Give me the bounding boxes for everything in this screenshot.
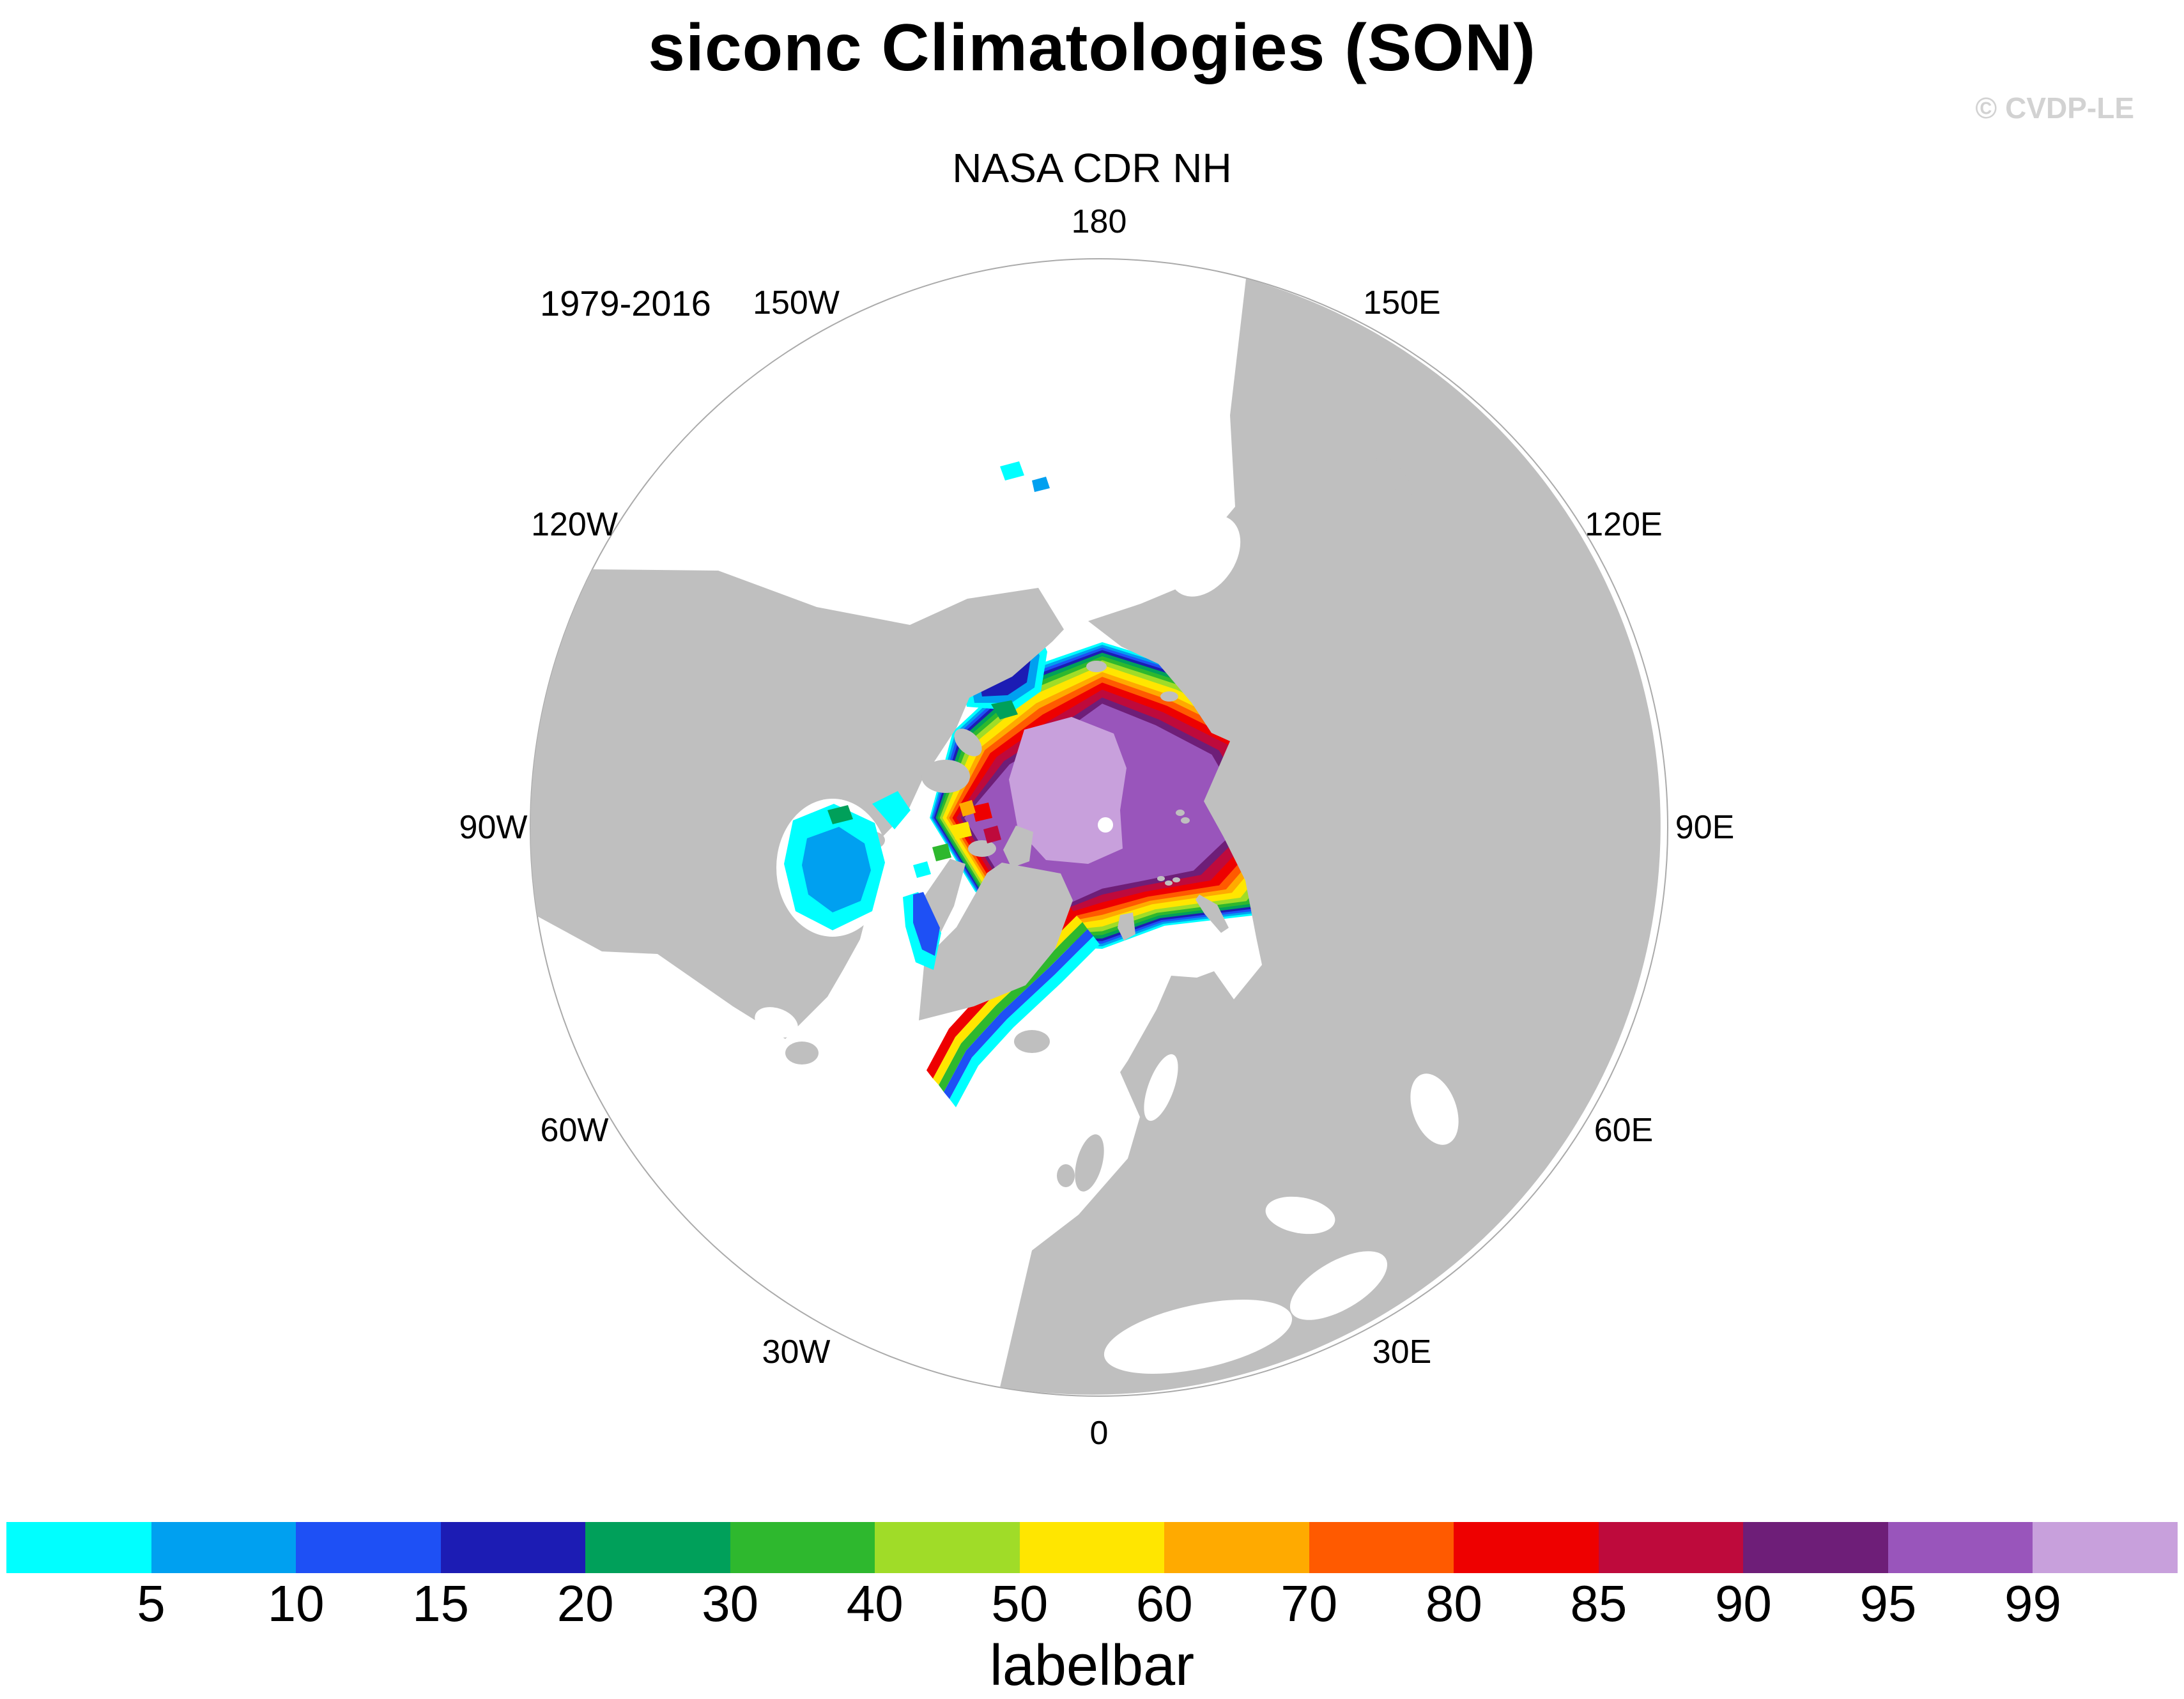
- island: [1176, 810, 1185, 816]
- sea-ice-patch: [951, 822, 972, 840]
- labelbar-tick: 99: [2004, 1575, 2061, 1632]
- island: [1196, 895, 1229, 933]
- labelbar-tick: 70: [1280, 1575, 1338, 1632]
- labelbar-cell: [151, 1522, 296, 1573]
- island: [1157, 876, 1165, 881]
- labelbar-colorbar: [6, 1522, 2178, 1573]
- island: [1181, 817, 1190, 824]
- sea: [755, 1007, 798, 1038]
- cvdp-watermark: © CVDP-LE: [1975, 91, 2134, 125]
- polar-stereographic-map-svg: [530, 258, 1668, 1397]
- island: [921, 760, 970, 793]
- island: [1086, 661, 1107, 672]
- island: [1014, 1030, 1050, 1053]
- labelbar-tick: 30: [702, 1575, 759, 1632]
- labelbar-tick: 95: [1859, 1575, 1917, 1632]
- island: [1118, 912, 1135, 941]
- island: [968, 840, 996, 857]
- pole-hole: [1098, 817, 1113, 833]
- lon-label: 90W: [459, 809, 528, 846]
- labelbar-tick: 20: [557, 1575, 614, 1632]
- sea: [1410, 1073, 1459, 1145]
- sea-ice-patch: [972, 803, 992, 822]
- sea-ice-patch: [959, 800, 976, 817]
- labelbar-tick: 90: [1714, 1575, 1772, 1632]
- island: [954, 728, 982, 757]
- lon-label: 90E: [1675, 809, 1735, 846]
- climatology-period: 1979-2016: [540, 283, 711, 323]
- labelbar-cell: [1019, 1522, 1165, 1573]
- sea-ice-patch: [939, 922, 1088, 1092]
- labelbar-tick: 85: [1570, 1575, 1627, 1632]
- sea: [1144, 1054, 1178, 1121]
- island: [1165, 880, 1173, 886]
- labelbar-cell: [1888, 1522, 2033, 1573]
- labelbar-title: labelbar: [989, 1634, 1195, 1698]
- sea-ice-patch: [991, 700, 1018, 719]
- labelbar-tick: 80: [1425, 1575, 1482, 1632]
- island: [1075, 1134, 1104, 1192]
- labelbar-cell: [875, 1522, 1020, 1573]
- landmass: [919, 863, 1073, 1020]
- dataset-subtitle: NASA CDR NH: [952, 145, 1232, 191]
- sea: [1168, 515, 1241, 597]
- labelbar-cell: [296, 1522, 441, 1573]
- labelbar-tick: 5: [137, 1575, 165, 1632]
- sea-ice-patch: [872, 791, 911, 829]
- labelbar-tick: 15: [412, 1575, 470, 1632]
- island: [1376, 455, 1412, 496]
- labelbar-cell: [1164, 1522, 1309, 1573]
- labelbar-cell: [6, 1522, 151, 1573]
- sea-ice-patch: [1009, 717, 1127, 864]
- landmass: [1000, 279, 1661, 1395]
- polar-map: [527, 256, 1671, 1399]
- page-title: siconc Climatologies (SON): [648, 11, 1536, 85]
- sea-ice-patch: [932, 843, 951, 861]
- labelbar-cell: [730, 1522, 875, 1573]
- labelbar-cell: [440, 1522, 586, 1573]
- sea-ice-patch: [802, 827, 871, 912]
- island: [785, 1042, 819, 1065]
- island: [1057, 1164, 1075, 1187]
- sea-ice-patch: [1032, 477, 1050, 492]
- sea-ice-patch: [913, 892, 940, 956]
- sea-ice-patch: [827, 805, 853, 824]
- sea: [1265, 1196, 1335, 1234]
- labelbar-tick: 60: [1135, 1575, 1193, 1632]
- sea-ice-patch: [913, 861, 931, 878]
- island: [1160, 691, 1178, 702]
- labelbar-cell: [1743, 1522, 1888, 1573]
- labelbar-cell: [2033, 1522, 2178, 1573]
- labelbar-tick: 50: [991, 1575, 1049, 1632]
- sea-ice-patch: [1000, 461, 1024, 480]
- lon-label: 180: [1071, 203, 1127, 240]
- labelbar-cell: [1598, 1522, 1744, 1573]
- sea-ice-patch: [950, 936, 1100, 1107]
- island: [1173, 877, 1180, 882]
- labelbar-tick: 10: [267, 1575, 325, 1632]
- sea: [1104, 1299, 1293, 1374]
- sea-ice-patch: [983, 826, 1001, 843]
- labelbar-tick: 40: [846, 1575, 904, 1632]
- labelbar-cell: [1454, 1522, 1599, 1573]
- island: [1003, 826, 1033, 868]
- labelbar-cell: [585, 1522, 730, 1573]
- landmass: [530, 569, 1064, 1039]
- sea: [1289, 1251, 1388, 1320]
- sea-ice-patch: [944, 929, 1093, 1099]
- lon-label: 0: [1089, 1415, 1109, 1452]
- labelbar-cell: [1309, 1522, 1454, 1573]
